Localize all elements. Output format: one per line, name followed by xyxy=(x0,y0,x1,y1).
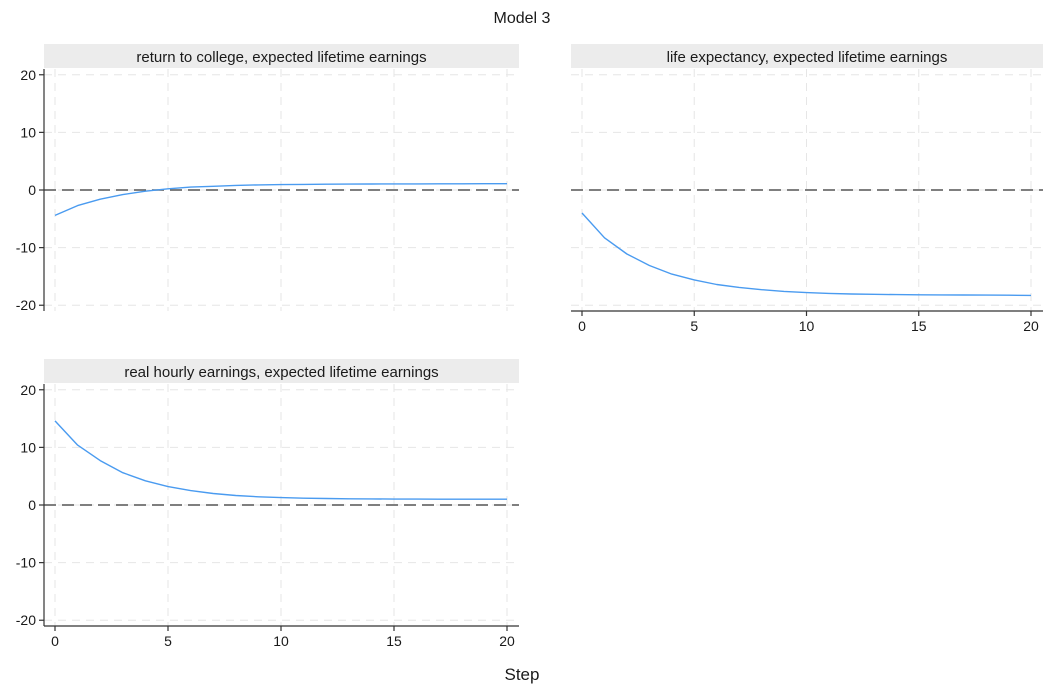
data-point xyxy=(648,264,650,266)
data-point xyxy=(438,498,440,500)
x-tick-label: 15 xyxy=(911,318,927,334)
data-point xyxy=(716,283,718,285)
data-point xyxy=(506,498,508,500)
panel-3: real hourly earnings, expected lifetime … xyxy=(16,359,519,649)
data-point xyxy=(122,193,124,195)
data-point xyxy=(370,183,372,185)
data-point xyxy=(348,498,350,500)
data-point xyxy=(235,184,237,186)
series-line xyxy=(54,182,507,217)
data-point xyxy=(671,273,673,275)
y-tick-label: -20 xyxy=(16,297,36,313)
data-point xyxy=(415,498,417,500)
data-point xyxy=(461,498,463,500)
data-point xyxy=(626,253,628,255)
data-point xyxy=(1030,294,1032,296)
x-tick-label: 10 xyxy=(273,633,289,649)
x-tick-label: 15 xyxy=(386,633,402,649)
data-point xyxy=(873,293,875,295)
data-point xyxy=(257,496,259,498)
x-tick-label: 10 xyxy=(799,318,815,334)
data-point xyxy=(940,294,942,296)
y-tick-label: 0 xyxy=(28,497,36,513)
data-point xyxy=(122,472,124,474)
y-tick-label: 20 xyxy=(20,382,36,398)
series-line xyxy=(581,212,1032,297)
panel-title: return to college, expected lifetime ear… xyxy=(136,49,426,66)
y-tick-label: -20 xyxy=(16,612,36,628)
data-point xyxy=(144,190,146,192)
data-point xyxy=(760,288,762,290)
data-point xyxy=(483,498,485,500)
data-point xyxy=(985,294,987,296)
data-point xyxy=(212,185,214,187)
data-point xyxy=(302,183,304,185)
panel-strip xyxy=(44,44,519,68)
series-line xyxy=(54,420,507,500)
data-point xyxy=(325,183,327,185)
y-tick-label: 10 xyxy=(20,439,36,455)
data-point xyxy=(438,183,440,185)
y-tick-label: 20 xyxy=(20,67,36,83)
data-point xyxy=(918,294,920,296)
data-point xyxy=(461,183,463,185)
data-point xyxy=(302,497,304,499)
data-point xyxy=(99,459,101,461)
data-point xyxy=(393,183,395,185)
panel-strip xyxy=(44,359,519,383)
data-point xyxy=(850,293,852,295)
figure-xlabel: Step xyxy=(505,665,540,684)
data-point xyxy=(415,183,417,185)
data-point xyxy=(738,286,740,288)
x-tick-label: 0 xyxy=(578,318,586,334)
data-point xyxy=(189,489,191,491)
panel-title: real hourly earnings, expected lifetime … xyxy=(124,364,438,381)
x-tick-label: 5 xyxy=(690,318,698,334)
figure-title: Model 3 xyxy=(494,10,551,27)
data-point xyxy=(54,420,56,422)
data-point xyxy=(805,291,807,293)
data-point xyxy=(257,184,259,186)
data-point xyxy=(581,212,583,214)
panel-title: life expectancy, expected lifetime earni… xyxy=(667,49,948,66)
panel-2: life expectancy, expected lifetime earni… xyxy=(571,44,1043,334)
data-point xyxy=(693,279,695,281)
data-point xyxy=(167,485,169,487)
data-point xyxy=(325,497,327,499)
x-tick-label: 5 xyxy=(164,633,172,649)
data-point xyxy=(76,444,78,446)
data-point xyxy=(393,498,395,500)
y-tick-label: -10 xyxy=(16,555,36,571)
data-point xyxy=(99,198,101,200)
y-tick-label: -10 xyxy=(16,240,36,256)
data-point xyxy=(483,183,485,185)
data-point xyxy=(603,237,605,239)
data-point xyxy=(54,214,56,216)
data-point xyxy=(76,204,78,206)
data-point xyxy=(895,293,897,295)
data-point xyxy=(280,183,282,185)
data-point xyxy=(235,494,237,496)
data-point xyxy=(783,290,785,292)
data-point xyxy=(348,183,350,185)
data-point xyxy=(1007,294,1009,296)
data-point xyxy=(144,480,146,482)
data-point xyxy=(962,294,964,296)
data-point xyxy=(370,498,372,500)
panels: return to college, expected lifetime ear… xyxy=(16,44,1043,649)
panel-strip xyxy=(571,44,1043,68)
data-point xyxy=(189,186,191,188)
x-tick-label: 20 xyxy=(1023,318,1039,334)
data-point xyxy=(280,496,282,498)
data-point xyxy=(167,188,169,190)
y-tick-label: 0 xyxy=(28,182,36,198)
panel-1: return to college, expected lifetime ear… xyxy=(16,44,519,313)
data-point xyxy=(212,492,214,494)
x-tick-label: 20 xyxy=(499,633,515,649)
y-tick-label: 10 xyxy=(20,124,36,140)
data-point xyxy=(506,182,508,184)
x-tick-label: 0 xyxy=(51,633,59,649)
data-point xyxy=(828,292,830,294)
